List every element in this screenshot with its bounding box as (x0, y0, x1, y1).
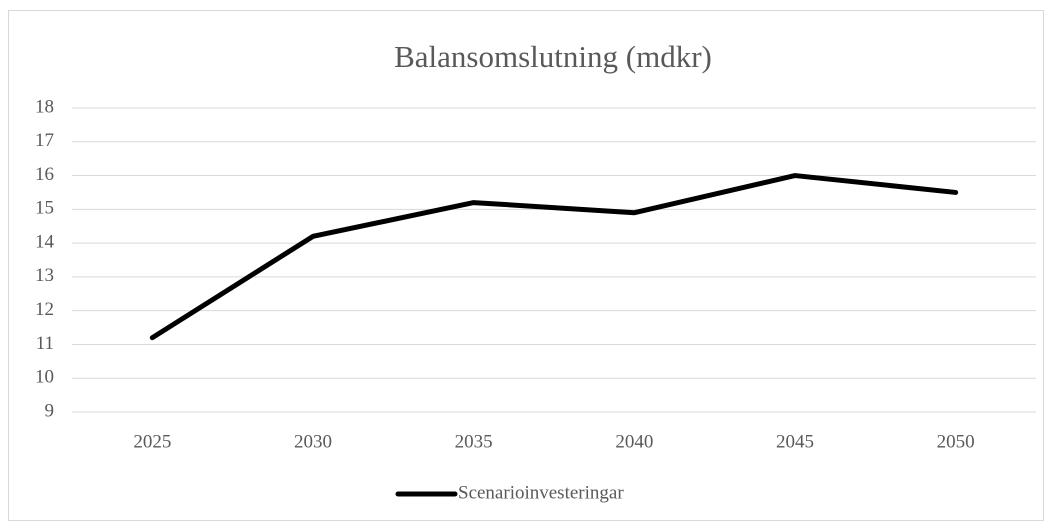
x-tick-label: 2040 (615, 431, 653, 452)
y-tick-label: 15 (35, 198, 54, 219)
y-tick-label: 11 (36, 333, 54, 354)
chart-border (8, 10, 1044, 521)
y-tick-label: 13 (35, 265, 54, 286)
y-tick-label: 18 (35, 96, 54, 117)
data-line (149, 173, 959, 341)
y-tick-label: 14 (35, 231, 55, 252)
legend-label: Scenarioinvesteringar (458, 482, 624, 503)
y-tick-label: 12 (35, 299, 54, 320)
x-tick-label: 2030 (294, 431, 332, 452)
y-tick-label: 17 (35, 130, 54, 151)
x-tick-label: 2050 (937, 431, 975, 452)
x-tick-label: 2045 (776, 431, 814, 452)
y-tick-label: 10 (35, 367, 54, 388)
x-tick-label: 2025 (133, 431, 171, 452)
y-tick-label: 16 (35, 164, 54, 185)
x-tick-label: 2035 (455, 431, 493, 452)
chart-title: Balansomslutning (mdkr) (394, 39, 712, 74)
y-tick-label: 9 (45, 400, 55, 421)
